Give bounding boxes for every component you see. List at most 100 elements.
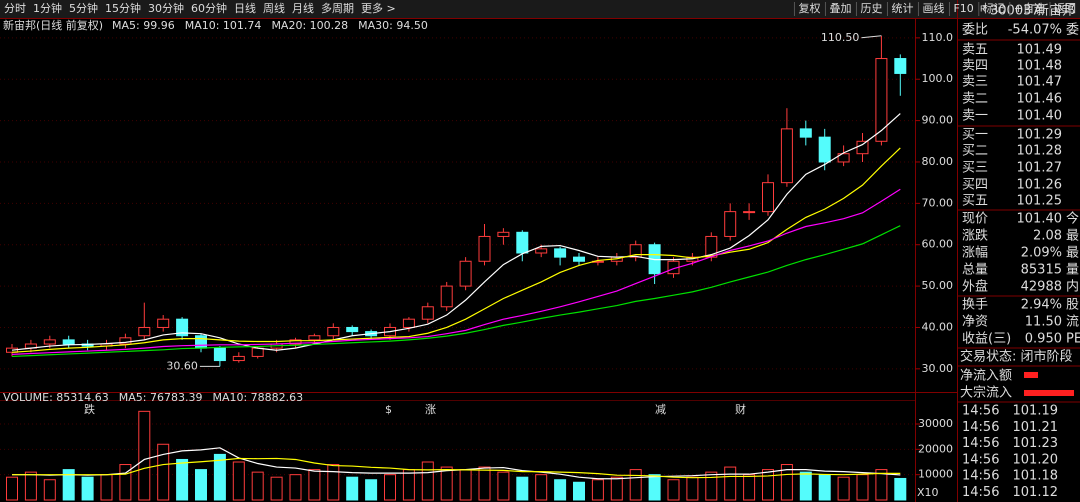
tick-time: 14:56	[962, 452, 999, 467]
candle-body	[894, 58, 907, 74]
quote-label: 卖三	[962, 75, 988, 90]
volume-bar	[629, 469, 642, 501]
tab[interactable]: 周线	[263, 1, 285, 15]
trade-status: 交易状态: 闭市阶段	[960, 349, 1073, 365]
volume-bar	[365, 479, 378, 501]
y-tick-label: 100.0	[922, 72, 954, 85]
volume-bar	[762, 469, 774, 501]
candle-body	[157, 318, 170, 328]
legend-entry: MA10: 101.74	[185, 19, 262, 32]
candle-body	[497, 231, 510, 237]
candle-body	[308, 335, 321, 341]
volume-bar	[780, 464, 793, 501]
quote-label: 涨跌	[962, 228, 988, 244]
volume-bar	[176, 458, 189, 501]
tick-price: 101.18	[1013, 469, 1059, 484]
tick-price: 101.12	[1013, 485, 1059, 500]
quote-label: 外盘	[962, 279, 988, 295]
quote-label: 卖四	[962, 59, 988, 74]
quote-extra: 内	[1066, 279, 1079, 295]
y-tick-label: 70.00	[922, 196, 954, 209]
volume-bar	[875, 469, 888, 501]
volume-bar	[554, 479, 567, 501]
tab[interactable]: 30分钟	[148, 1, 184, 15]
candle-body	[554, 248, 567, 258]
quote-value: 2.09%	[1021, 246, 1062, 261]
y-tick-label: 80.00	[922, 155, 954, 168]
volume-bar	[591, 479, 604, 501]
quote-value: 101.27	[1017, 161, 1063, 176]
volume-bar	[440, 466, 453, 501]
candle-body	[818, 136, 831, 163]
tool-button[interactable]: 画线	[922, 1, 944, 15]
annotation-arrow	[861, 35, 882, 39]
candle-body	[535, 248, 548, 254]
tool-button[interactable]: F10	[953, 2, 973, 15]
tab[interactable]: 1分钟	[33, 1, 62, 15]
tool-button[interactable]: 返回	[1054, 2, 1076, 15]
annotation: 110.50	[821, 31, 860, 44]
tab[interactable]: 5分钟	[69, 1, 98, 15]
tab[interactable]: 日线	[234, 1, 256, 15]
tick-time: 14:56	[962, 420, 999, 435]
tab[interactable]: 更多 >	[361, 1, 396, 15]
tool-button[interactable]: 历史	[860, 2, 882, 15]
candle-body	[43, 339, 56, 345]
volume-bar	[478, 466, 491, 501]
quote-extra: 委	[1066, 23, 1079, 38]
quote-extra: PE	[1066, 332, 1080, 347]
candle-body	[402, 318, 415, 328]
y-tick-label: 90.00	[922, 114, 954, 127]
quote-label: 买二	[962, 144, 988, 159]
toolbar-bg	[0, 0, 1080, 18]
quote-label: 卖一	[962, 109, 988, 124]
volume-bar	[894, 477, 907, 501]
volume-bar	[837, 476, 850, 501]
tab[interactable]: 分时	[4, 2, 26, 15]
quote-value: 101.47	[1017, 75, 1063, 90]
volume-bar	[119, 464, 132, 501]
chart-title: 新宙邦(日线 前复权)	[3, 18, 103, 32]
flow-bar	[1024, 372, 1038, 378]
tab[interactable]: 多周期	[321, 1, 354, 15]
tool-button[interactable]: 统计	[891, 2, 913, 15]
tab[interactable]: 月线	[292, 1, 314, 15]
volume-bar	[232, 461, 245, 501]
legend-entry: MA20: 100.28	[271, 19, 348, 32]
quote-extra: 量	[1066, 263, 1079, 278]
quote-extra: 今	[1066, 211, 1079, 227]
tool-button[interactable]: 叠加	[829, 2, 851, 15]
quote-code: 300037	[990, 4, 1040, 19]
candle-body	[856, 140, 869, 155]
tool-button[interactable]: 标记	[983, 1, 1005, 15]
quote-value: 85315	[1021, 263, 1062, 278]
candle-body	[459, 260, 472, 287]
volume-bar	[667, 479, 680, 501]
quote-label: 净资	[962, 315, 988, 330]
quote-label: 买三	[962, 161, 988, 176]
candle-body	[875, 58, 888, 142]
quote-extra: 最	[1066, 246, 1079, 261]
tab[interactable]: 60分钟	[191, 1, 227, 15]
tick-price: 101.19	[1013, 404, 1059, 419]
tab[interactable]: 15分钟	[105, 1, 141, 15]
quote-label: 买五	[962, 194, 988, 209]
flow-label: 大宗流入	[960, 385, 1012, 401]
candle-body	[213, 347, 226, 362]
y-tick-label: 110.0	[922, 31, 954, 44]
candle-body	[289, 339, 302, 345]
quote-marker: R	[980, 5, 986, 14]
tool-button[interactable]: +自选	[1014, 2, 1045, 15]
volume-bar	[138, 410, 151, 501]
volume-bar	[346, 476, 359, 501]
event: $	[385, 403, 392, 416]
y-tick-label: 20000	[918, 442, 953, 455]
tool-button[interactable]: 复权	[798, 1, 820, 15]
flow-bar	[1024, 390, 1074, 396]
volume-bar	[497, 471, 510, 501]
candle-body	[421, 306, 434, 320]
volume-bar	[799, 471, 812, 501]
volume-bar	[384, 474, 396, 501]
quote-label: 买四	[962, 178, 988, 193]
